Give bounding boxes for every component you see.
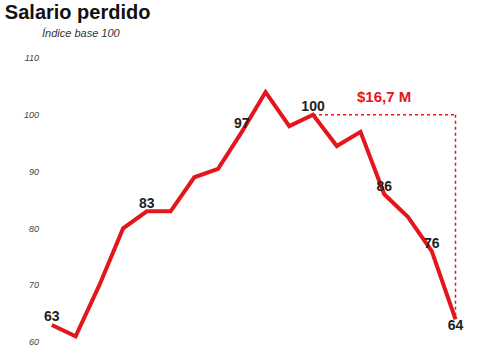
svg-text:Salario perdido: Salario perdido (5, 1, 151, 23)
svg-text:76: 76 (424, 235, 440, 251)
svg-text:70: 70 (29, 280, 39, 290)
svg-text:63: 63 (44, 308, 60, 324)
svg-text:80: 80 (29, 224, 39, 234)
svg-text:100: 100 (301, 98, 325, 114)
svg-text:90: 90 (29, 167, 39, 177)
svg-text:110: 110 (25, 53, 39, 63)
svg-text:83: 83 (139, 195, 155, 211)
svg-text:Índice base 100: Índice base 100 (42, 27, 121, 39)
svg-text:100: 100 (24, 110, 39, 120)
svg-text:60: 60 (29, 337, 39, 347)
svg-text:97: 97 (234, 115, 250, 131)
svg-text:86: 86 (376, 178, 392, 194)
svg-text:$16,7 M: $16,7 M (357, 88, 411, 105)
svg-text:64: 64 (448, 317, 464, 333)
